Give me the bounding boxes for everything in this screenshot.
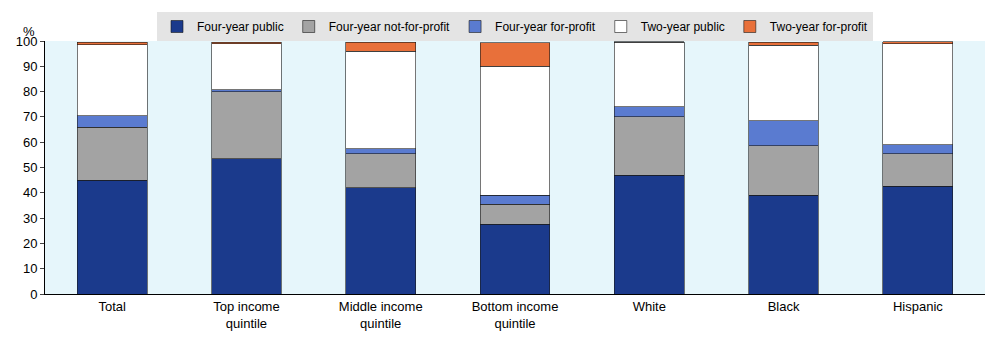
svg-text:40: 40 xyxy=(23,185,37,200)
svg-text:Two-year for-profit: Two-year for-profit xyxy=(770,20,868,34)
svg-text:Hispanic: Hispanic xyxy=(893,299,943,314)
svg-text:20: 20 xyxy=(23,236,37,251)
svg-text:Bottom incomequintile: Bottom incomequintile xyxy=(472,299,559,331)
svg-text:30: 30 xyxy=(23,211,37,226)
svg-text:Four-year public: Four-year public xyxy=(197,20,284,34)
svg-text:Black: Black xyxy=(768,299,800,314)
svg-text:Total: Total xyxy=(98,299,126,314)
svg-text:Four-year for-profit: Four-year for-profit xyxy=(495,20,596,34)
svg-text:White: White xyxy=(633,299,666,314)
svg-text:60: 60 xyxy=(23,135,37,150)
svg-text:%: % xyxy=(23,24,35,39)
svg-text:70: 70 xyxy=(23,109,37,124)
svg-text:100: 100 xyxy=(16,34,38,49)
svg-text:Middle incomequintile: Middle incomequintile xyxy=(339,299,423,331)
svg-text:10: 10 xyxy=(23,261,37,276)
svg-text:0: 0 xyxy=(30,287,37,302)
svg-text:90: 90 xyxy=(23,59,37,74)
svg-text:80: 80 xyxy=(23,84,37,99)
svg-text:50: 50 xyxy=(23,160,37,175)
svg-text:Top incomequintile: Top incomequintile xyxy=(213,299,279,331)
svg-text:Four-year not-for-profit: Four-year not-for-profit xyxy=(329,20,450,34)
svg-text:Two-year public: Two-year public xyxy=(641,20,725,34)
